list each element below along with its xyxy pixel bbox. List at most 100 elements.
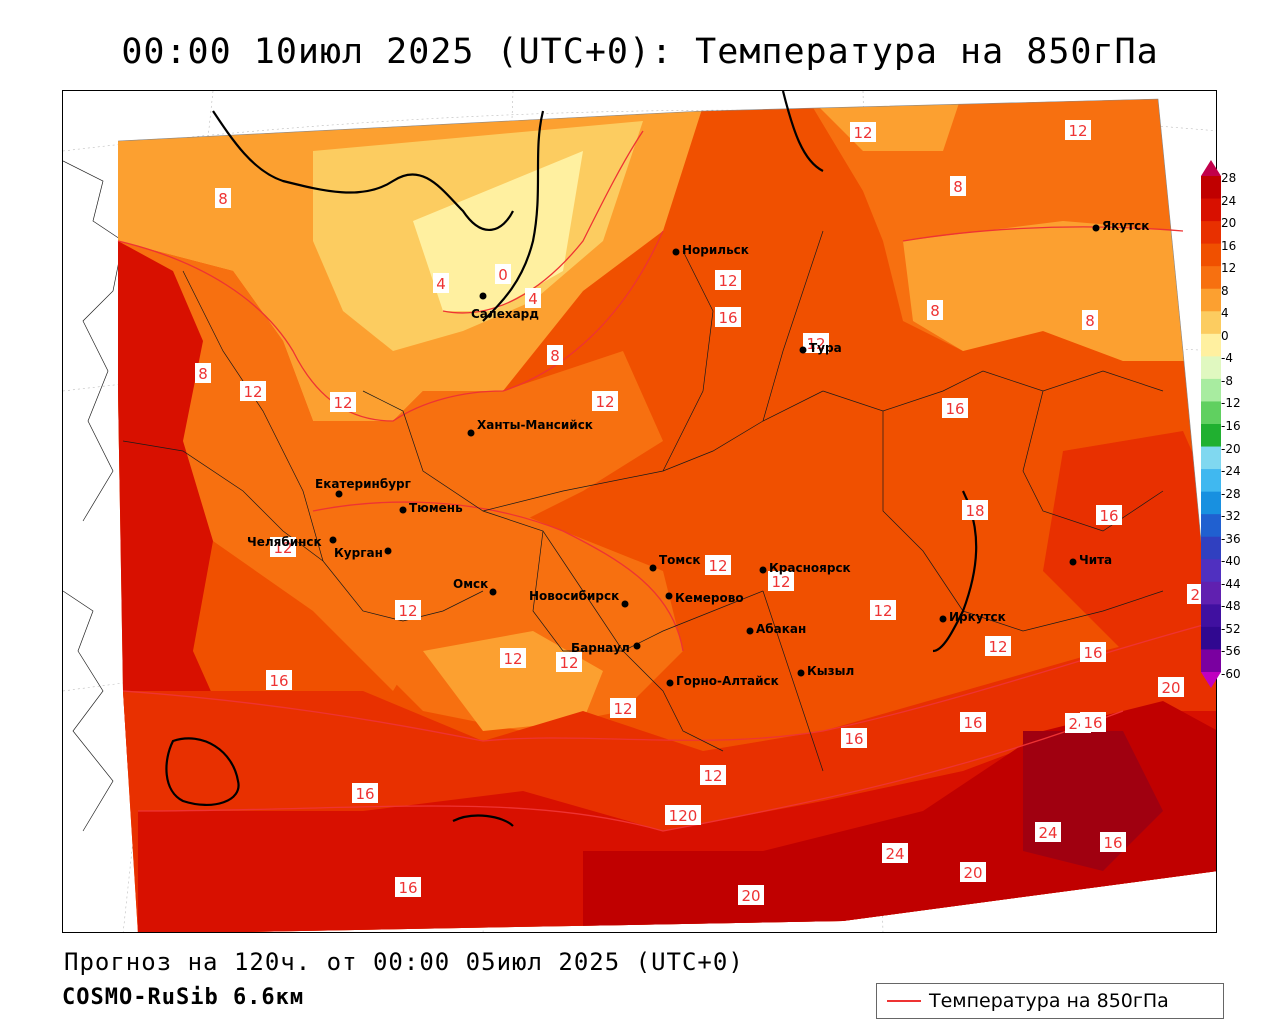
colorbar-tick-label: -28 bbox=[1221, 486, 1241, 501]
city-label: Якутск bbox=[1102, 219, 1149, 233]
contour-label: 8 bbox=[198, 365, 208, 383]
contour-label: 12 bbox=[1068, 122, 1087, 140]
coastlines bbox=[165, 91, 978, 827]
contour-label: 12 bbox=[718, 272, 737, 290]
contour-label: 8 bbox=[953, 178, 963, 196]
contour-label: 12 bbox=[853, 124, 872, 142]
contour-label-bg bbox=[960, 712, 986, 732]
city-marker bbox=[384, 547, 392, 555]
contour-label: 16 bbox=[945, 400, 964, 418]
contour-label: 16 bbox=[1083, 714, 1102, 732]
contour-label-bg bbox=[700, 765, 726, 785]
contour-label-bg bbox=[705, 555, 731, 575]
contour-label-bg bbox=[1158, 677, 1184, 697]
colorbar-swatch bbox=[1201, 604, 1221, 628]
contour-label: 18 bbox=[965, 502, 984, 520]
contour-label-bg bbox=[547, 345, 563, 365]
legend-label: Температура на 850гПа bbox=[929, 990, 1169, 1012]
contour-label: 20 bbox=[1161, 679, 1180, 697]
city-marker bbox=[335, 490, 343, 498]
contour-label: 24 bbox=[1038, 824, 1057, 842]
contour-label: 24 bbox=[885, 845, 904, 863]
colorbar-tick-label: 4 bbox=[1221, 306, 1229, 321]
city-marker bbox=[1069, 558, 1077, 566]
colorbar-swatch bbox=[1201, 581, 1221, 605]
colorbar-swatch bbox=[1201, 333, 1221, 357]
colorbar-tick-label: 20 bbox=[1221, 216, 1237, 231]
contour-label: 8 bbox=[218, 190, 228, 208]
contour-label: 8 bbox=[930, 302, 940, 320]
colorbar-swatch bbox=[1201, 559, 1221, 583]
contour-label: 20 bbox=[963, 864, 982, 882]
region-boundaries bbox=[122, 230, 1164, 772]
city-marker bbox=[797, 669, 805, 677]
city-marker bbox=[489, 588, 497, 596]
colorbar-swatch bbox=[1201, 378, 1221, 402]
city-label: Норильск bbox=[682, 243, 749, 257]
city-marker bbox=[479, 292, 487, 300]
colorbar-swatch bbox=[1201, 243, 1221, 267]
contour-label-bg bbox=[556, 652, 582, 672]
colorbar-swatch bbox=[1201, 176, 1221, 200]
colorbar-tick-label: 28 bbox=[1221, 171, 1237, 185]
contour-label: 12 bbox=[559, 654, 578, 672]
city-label: Томск bbox=[659, 553, 701, 567]
colorbar-tick-label: -36 bbox=[1221, 531, 1241, 546]
colorbar-swatch bbox=[1201, 356, 1221, 380]
temperature-field bbox=[118, 99, 1216, 932]
city-label: Кызыл bbox=[807, 664, 854, 678]
contour-label: 12 bbox=[873, 602, 892, 620]
contour-label: 20 bbox=[741, 887, 760, 905]
city-label: Барнаул bbox=[571, 641, 630, 655]
colorbar-tick-label: 12 bbox=[1221, 261, 1237, 276]
contour-label-bg bbox=[962, 500, 988, 520]
contour-label-bg bbox=[395, 600, 421, 620]
contour-label: 8 bbox=[550, 347, 560, 365]
contour-label-bg bbox=[960, 862, 986, 882]
city-label: Екатеринбург bbox=[315, 477, 411, 491]
contour-label-bg bbox=[1080, 712, 1106, 732]
map-frame: 8 12 8 8 8 4 0 4 8 12 12 16 12 8 12 12 12 16 16 12 12 12 12 12 1… bbox=[62, 90, 1217, 933]
city-marker bbox=[939, 615, 947, 623]
city-marker bbox=[665, 592, 673, 600]
contour-label-bg bbox=[870, 600, 896, 620]
colorbar-tick-label: -16 bbox=[1221, 419, 1241, 433]
contour-label: 12 bbox=[398, 602, 417, 620]
contour-label-bg bbox=[495, 264, 511, 284]
contour-label-bg bbox=[1080, 642, 1106, 662]
city-label: Челябинск bbox=[247, 535, 322, 549]
contour-label: 4 bbox=[528, 290, 538, 308]
contour-label: 12 bbox=[988, 638, 1007, 656]
contour-label: 12 bbox=[243, 383, 262, 401]
colorbar-tick-label: -40 bbox=[1221, 554, 1241, 569]
contour-label-bg bbox=[950, 176, 966, 196]
colorbar-tick-label: -24 bbox=[1221, 464, 1241, 479]
contour-label-bg bbox=[1035, 822, 1061, 842]
city-marker bbox=[633, 642, 641, 650]
colorbar-swatch bbox=[1201, 221, 1221, 245]
contour-label-bg bbox=[1096, 505, 1122, 525]
contour-label-bg bbox=[1065, 120, 1091, 140]
colorbar-swatch bbox=[1201, 446, 1221, 470]
city-marker bbox=[1092, 224, 1100, 232]
colorbar-tick-label: 16 bbox=[1221, 238, 1237, 253]
forecast-info: Прогноз на 120ч. от 00:00 05июл 2025 (UT… bbox=[64, 948, 744, 976]
colorbar-tick-label: -32 bbox=[1221, 509, 1241, 524]
colorbar-tick-label: 8 bbox=[1221, 283, 1229, 298]
contour-label: 16 bbox=[963, 714, 982, 732]
colorbar-swatch bbox=[1201, 491, 1221, 515]
contour-label-bg bbox=[803, 333, 829, 353]
isotherm-lines bbox=[117, 130, 1216, 832]
colorbar-swatch bbox=[1201, 514, 1221, 538]
contour-label-bg bbox=[715, 307, 741, 327]
contour-label-bg bbox=[270, 537, 296, 557]
city-label: Кемерово bbox=[675, 591, 744, 605]
contour-label: 120 bbox=[669, 807, 698, 825]
contour-label: 16 bbox=[844, 730, 863, 748]
contour-label-bg bbox=[352, 783, 378, 803]
contour-label-bg bbox=[665, 805, 701, 825]
colorbar-tick-label: -48 bbox=[1221, 599, 1241, 614]
contour-label-bg bbox=[850, 122, 876, 142]
city-marker bbox=[399, 506, 407, 514]
contour-label-bg bbox=[433, 273, 449, 293]
